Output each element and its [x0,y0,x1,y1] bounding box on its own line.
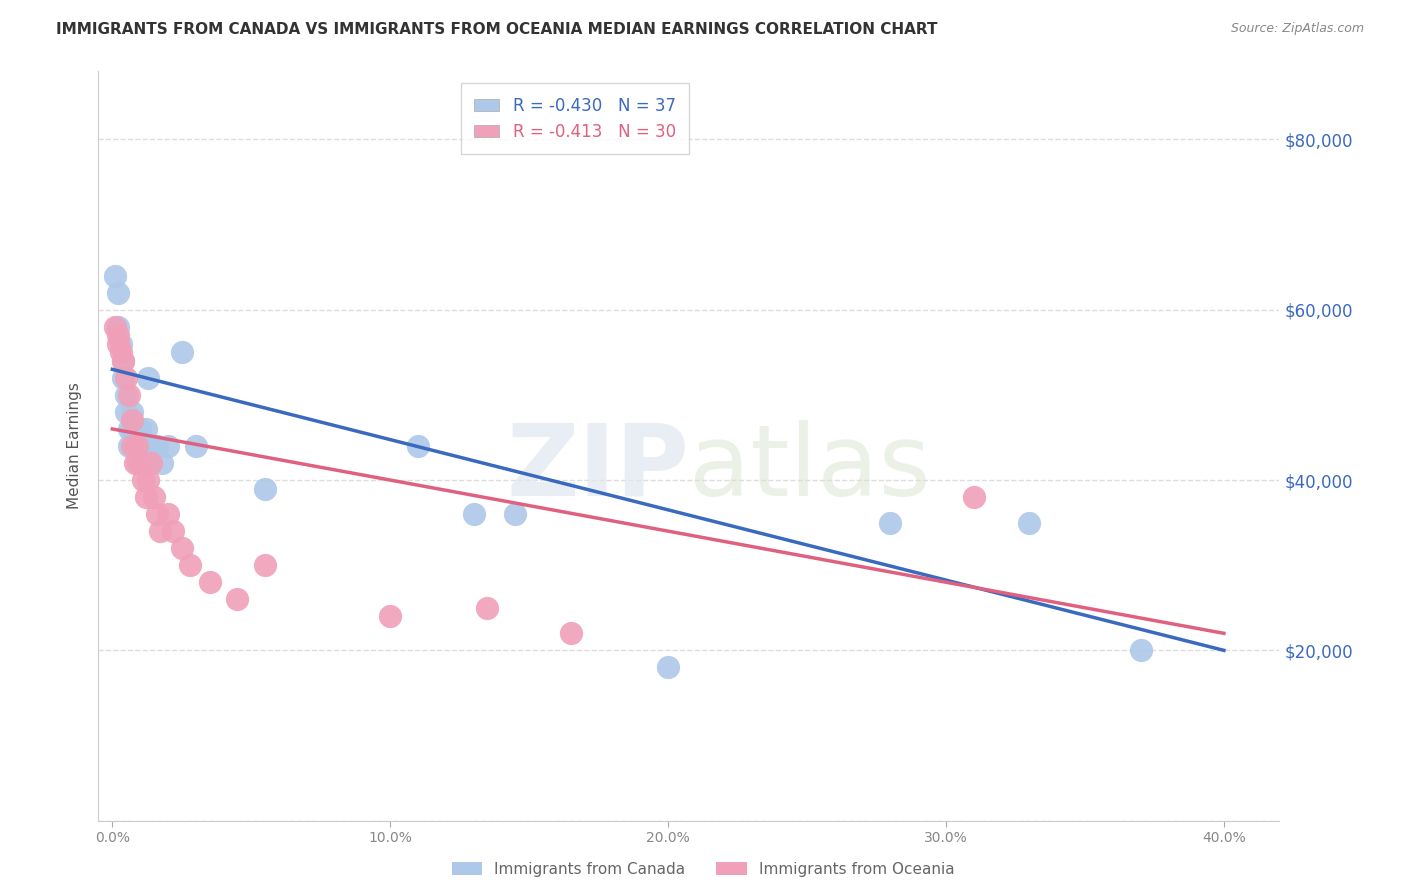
Point [104,268,127,283]
Legend: Immigrants from Canada, Immigrants from Oceania: Immigrants from Canada, Immigrants from … [444,854,962,884]
Point [406,439,429,453]
Text: IMMIGRANTS FROM CANADA VS IMMIGRANTS FROM OCEANIA MEDIAN EARNINGS CORRELATION CH: IMMIGRANTS FROM CANADA VS IMMIGRANTS FRO… [56,22,938,37]
Point [146,439,169,453]
Point [254,558,277,573]
Point [115,388,138,402]
Point [124,456,146,470]
Point [141,456,163,470]
Point [115,405,138,419]
Point [132,439,155,453]
Point [1129,643,1152,657]
Point [129,422,152,436]
Point [107,336,129,351]
Text: ZIP: ZIP [506,420,689,517]
Text: Source: ZipAtlas.com: Source: ZipAtlas.com [1230,22,1364,36]
Point [148,524,170,538]
Point [156,439,179,453]
Point [143,490,166,504]
Point [170,345,193,359]
Point [170,541,193,556]
Point [110,345,132,359]
Point [254,482,277,496]
Point [107,285,129,300]
Legend: R = -0.430   N = 37, R = -0.413   N = 30: R = -0.430 N = 37, R = -0.413 N = 30 [461,84,689,154]
Point [226,592,249,607]
Point [477,600,499,615]
Point [107,319,129,334]
Point [124,422,146,436]
Point [121,405,143,419]
Point [184,439,207,453]
Point [118,388,141,402]
Point [121,422,143,436]
Point [138,371,160,385]
Text: atlas: atlas [689,420,931,517]
Point [198,575,221,590]
Point [132,473,155,487]
Point [121,413,143,427]
Point [127,439,149,453]
Point [115,371,138,385]
Point [127,456,149,470]
Point [104,319,127,334]
Point [107,328,129,343]
Point [121,439,143,453]
Point [179,558,201,573]
Point [118,439,141,453]
Point [503,507,526,521]
Point [560,626,582,640]
Point [129,439,152,453]
Point [1018,516,1040,530]
Point [124,439,146,453]
Point [112,371,135,385]
Point [138,439,160,453]
Point [963,490,986,504]
Point [138,473,160,487]
Point [463,507,485,521]
Point [127,439,149,453]
Point [146,507,169,521]
Point [162,524,184,538]
Point [156,507,179,521]
Point [657,660,679,674]
Point [879,516,901,530]
Point [110,336,132,351]
Point [129,456,152,470]
Point [135,422,157,436]
Point [380,609,402,624]
Point [135,490,157,504]
Point [150,456,173,470]
Point [112,354,135,368]
Point [112,354,135,368]
Point [143,439,166,453]
Y-axis label: Median Earnings: Median Earnings [67,383,83,509]
Point [118,422,141,436]
Point [141,456,163,470]
